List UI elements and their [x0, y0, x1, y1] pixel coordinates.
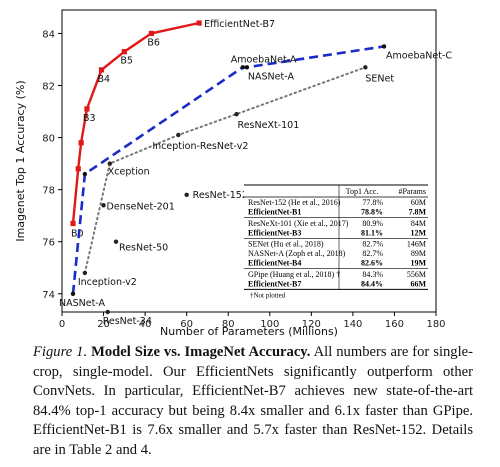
- table-cell: SENet (Hu et al., 2018): [248, 240, 324, 249]
- point-label: Inception-ResNet-v2: [152, 141, 248, 152]
- x-tick-label: 180: [426, 319, 445, 330]
- data-point: [113, 239, 119, 244]
- table-cell: EfficientNet-B4: [248, 259, 301, 268]
- point-label: SENet: [365, 73, 394, 84]
- table-cell: 77.8%: [362, 198, 383, 207]
- point-label: B4: [97, 74, 110, 85]
- table-cell: 84.3%: [362, 270, 383, 279]
- data-point: [121, 49, 127, 55]
- data-point: [363, 65, 368, 70]
- x-tick-label: 80: [222, 319, 235, 330]
- table-cell: ResNeXt-101 (Xie et al., 2017): [248, 219, 349, 228]
- chart-svg: 0 20 40 60 80 100 120 140 160 180 74 76 78 80 82 84 Numb…: [14, 9, 452, 338]
- point-label: B6: [147, 37, 160, 48]
- caption-body: All numbers are for single-crop, single-…: [33, 344, 473, 458]
- point-label: EfficientNet-B7: [204, 19, 275, 30]
- data-point: [107, 161, 112, 166]
- table-cell: 60M: [411, 198, 426, 207]
- data-point: [381, 44, 387, 49]
- data-point: [70, 220, 76, 227]
- y-tick-label: 80: [42, 134, 55, 145]
- table-cell: 80.9%: [362, 219, 383, 228]
- y-tick-label: 74: [42, 290, 55, 301]
- y-tick-label: 84: [42, 29, 55, 40]
- table-cell: 81.1%: [361, 228, 383, 237]
- data-point: [101, 203, 106, 208]
- data-point: [148, 30, 154, 37]
- table-cell: 78.8%: [361, 208, 383, 217]
- table-header: #Params: [398, 187, 426, 196]
- data-point: [196, 20, 202, 26]
- point-label: ResNet-50: [119, 243, 168, 254]
- series-line: [71, 21, 200, 224]
- y-tick-label: 76: [42, 238, 55, 249]
- table-cell: 89M: [411, 249, 426, 258]
- point-label: ResNet-34: [103, 316, 152, 327]
- x-tick-label: 140: [343, 319, 362, 330]
- point-label: ResNet-152: [193, 190, 248, 201]
- data-point: [98, 67, 105, 73]
- table-cell: 146M: [407, 240, 426, 249]
- table-cell: 12M: [410, 228, 426, 237]
- table-cell: 84.4%: [361, 279, 383, 288]
- data-point: [78, 140, 84, 146]
- point-label: NASNet-A: [248, 71, 295, 82]
- point-label: B5: [120, 56, 133, 67]
- data-point: [105, 309, 110, 315]
- data-point: [234, 111, 239, 117]
- point-label: ResNeXt-101: [238, 120, 300, 131]
- caption-title: Model Size vs. ImageNet Accuracy.: [91, 344, 311, 360]
- y-axis-label: Imagenet Top 1 Accuracy (%): [14, 80, 27, 241]
- data-point: [240, 65, 245, 70]
- table-footnote: †Not plotted: [250, 291, 286, 299]
- data-point: [184, 192, 189, 198]
- table-cell: EfficientNet-B1: [248, 208, 301, 217]
- x-tick-label: 40: [139, 319, 152, 330]
- point-label: NASNet-A: [59, 298, 106, 309]
- data-point: [244, 65, 250, 70]
- table-cell: 82.6%: [361, 259, 383, 268]
- data-point: [176, 132, 181, 138]
- figure-caption: Figure 1. Model Size vs. ImageNet Accura…: [33, 343, 473, 461]
- data-point: [82, 171, 88, 177]
- table-cell: EfficientNet-B3: [248, 228, 301, 237]
- point-label: Xception: [108, 167, 150, 178]
- x-axis-label: Number of Parameters (Millions): [160, 325, 338, 338]
- table-cell: 556M: [407, 270, 426, 279]
- point-label: B0: [71, 228, 84, 239]
- point-label: AmoebaNet-C: [386, 50, 452, 61]
- inset-table-bg: [244, 184, 428, 296]
- table-cell: 82.7%: [362, 249, 383, 258]
- plot-frame: [61, 9, 437, 313]
- data-point: [70, 291, 76, 296]
- point-label: Inception-v2: [78, 277, 137, 288]
- data-point: [82, 270, 88, 276]
- point-label: B3: [83, 113, 96, 124]
- table-cell: NASNet-A (Zoph et al., 2018): [248, 249, 346, 258]
- x-tick-label: 160: [385, 319, 404, 330]
- table-cell: 7.8M: [408, 208, 426, 217]
- table-cell: 84M: [411, 219, 426, 228]
- data-point: [84, 106, 90, 112]
- point-label: DenseNet-201: [107, 201, 175, 212]
- data-point: [75, 166, 81, 172]
- table-cell: 82.7%: [362, 240, 383, 249]
- x-tick-label: 120: [302, 319, 321, 330]
- table-header: Top1 Acc.: [346, 187, 379, 196]
- y-tick-label: 82: [42, 82, 55, 93]
- chart: 0 20 40 60 80 100 120 140 160 180 74 76 78 80 82 84 Numb…: [14, 9, 452, 338]
- table-cell: 19M: [410, 259, 426, 268]
- x-tick-label: 0: [59, 319, 65, 330]
- y-tick-label: 78: [42, 186, 55, 197]
- table-cell: 66M: [410, 279, 426, 288]
- table-cell: GPipe (Huang et al., 2018) †: [248, 270, 340, 279]
- x-tick-label: 100: [260, 319, 279, 330]
- point-label: AmoebaNet-A: [231, 54, 297, 65]
- table-cell: EfficientNet-B7: [248, 279, 301, 288]
- x-tick-label: 20: [97, 319, 110, 330]
- x-tick-label: 60: [180, 319, 193, 330]
- table-cell: ResNet-152 (He et al., 2016): [248, 198, 341, 207]
- caption-label: Figure 1.: [33, 344, 88, 360]
